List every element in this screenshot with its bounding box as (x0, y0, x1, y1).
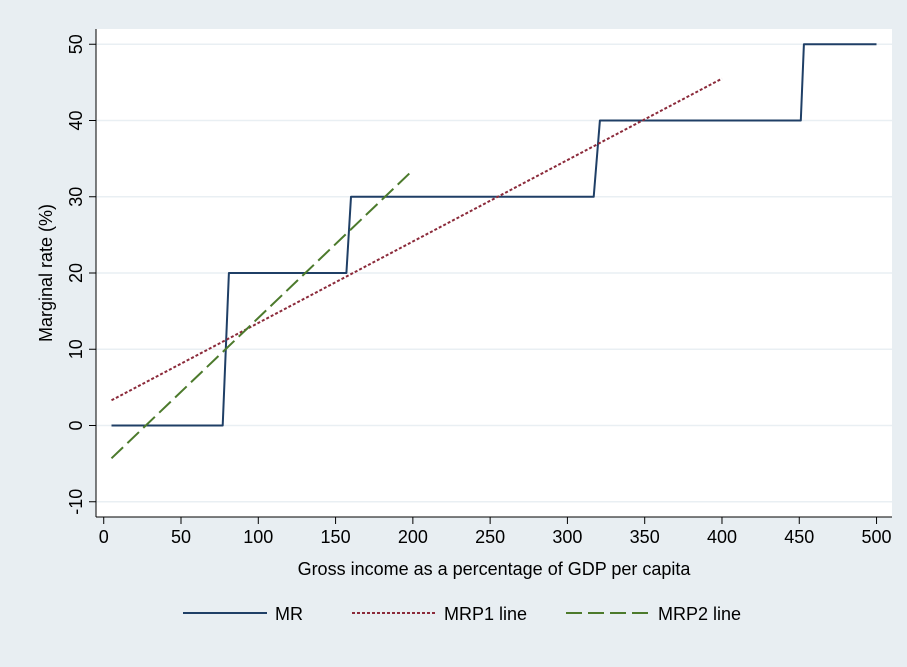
y-tick-label: 50 (66, 34, 86, 54)
x-tick-label: 450 (784, 527, 814, 547)
y-tick-label: 20 (66, 263, 86, 283)
series-mrp2-line (110, 169, 414, 460)
x-tick-label: 0 (99, 527, 109, 547)
y-tick-label: 40 (66, 110, 86, 130)
x-tick-label: 50 (171, 527, 191, 547)
x-axis-label: Gross income as a percentage of GDP per … (298, 559, 692, 579)
y-tick-label: 0 (66, 420, 86, 430)
legend-label: MR (275, 604, 303, 624)
series-lines (110, 43, 877, 460)
x-tick-label: 250 (475, 527, 505, 547)
y-tick-label: 10 (66, 339, 86, 359)
legend: MR MRP1 line MRP2 line (183, 604, 741, 624)
legend-label: MRP1 line (444, 604, 527, 624)
y-axis-label: Marginal rate (%) (36, 204, 56, 342)
x-tick-label: 200 (398, 527, 428, 547)
series-mrp1-line (111, 77, 723, 402)
x-tick-label: 300 (552, 527, 582, 547)
x-tick-label: 400 (707, 527, 737, 547)
x-tick-label: 350 (630, 527, 660, 547)
y-tick-label: -10 (66, 489, 86, 515)
x-tick-label: 100 (243, 527, 273, 547)
x-tick-label: 500 (862, 527, 892, 547)
legend-label: MRP2 line (658, 604, 741, 624)
x-tick-label: 150 (321, 527, 351, 547)
y-tick-label: 30 (66, 187, 86, 207)
